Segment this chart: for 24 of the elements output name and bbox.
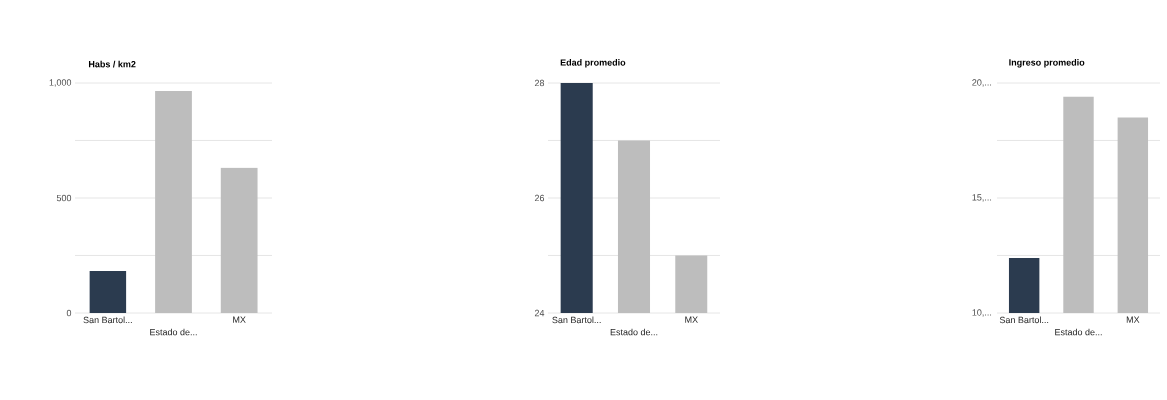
chart-title: Ingreso promedio: [1009, 59, 1085, 68]
y-tick-label: 26: [534, 194, 545, 202]
chart-title: Edad promedio: [560, 59, 626, 68]
y-tick-label: 24: [534, 309, 545, 317]
x-tick-label: Estado de...: [1055, 328, 1102, 336]
x-tick-label: MX: [1126, 316, 1140, 323]
x-tick-label: San Bartol...: [552, 316, 601, 324]
y-tick-label: 0: [66, 309, 72, 317]
bar: [220, 167, 258, 313]
bar: [155, 91, 192, 313]
x-tick-label: MX: [685, 316, 698, 323]
text: 15,...: [972, 194, 992, 202]
x-tick-label: Estado de...: [610, 328, 658, 336]
y-tick-label: 1,000: [49, 79, 72, 87]
text: 10,...: [972, 309, 992, 317]
chart-title: Habs / km2: [88, 60, 136, 68]
x-tick-label: MX: [233, 316, 246, 323]
x-tick-label: San Bartol...: [83, 316, 132, 324]
y-tick-label: 28: [534, 79, 545, 87]
y-tick-label: 500: [56, 194, 72, 202]
text: 20,...: [972, 79, 992, 87]
bar: [89, 270, 127, 313]
x-tick-label: San Bartol...: [999, 316, 1049, 324]
x-tick-label: Estado de...: [150, 328, 197, 336]
